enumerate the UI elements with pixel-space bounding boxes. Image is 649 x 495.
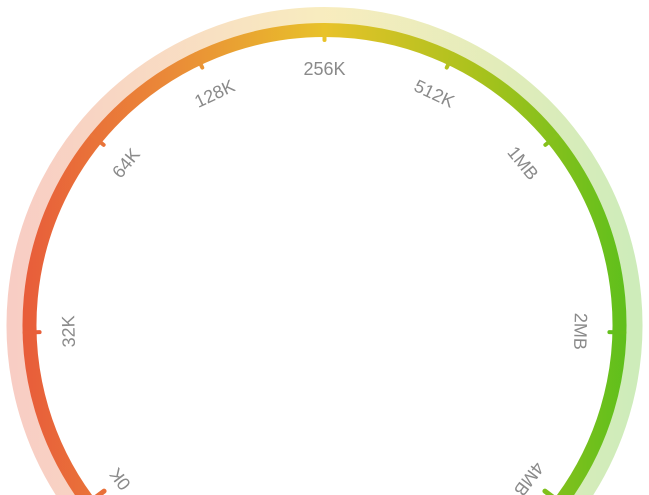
gauge-outer-band [6, 7, 643, 495]
gauge-ticks [22, 23, 627, 495]
gauge-tick-label-32k: 32K [58, 315, 79, 348]
gauge-tick-128k [193, 52, 205, 70]
gauge-tick-label-0k: 0K [105, 464, 134, 494]
gauge-tick-label-4mb: 4MB [510, 458, 548, 495]
gauge-tick-512k [444, 52, 456, 70]
gauge-tick-1mb [543, 133, 559, 147]
gauge-tick-label-128k: 128K [191, 76, 238, 112]
gauge-tick-label-512k: 512K [411, 76, 458, 112]
gauge-tick-labels: 0K 32K 64K 128K 256K 512K 1MB 2MB 4MB [58, 59, 591, 495]
gauge-tick-64k [90, 133, 106, 147]
gauge-tick-label-256k: 256K [303, 59, 345, 79]
gauge-tick-label-1mb: 1MB [503, 143, 542, 184]
gauge-tick-label-64k: 64K [108, 144, 144, 181]
gauge-tick-label-2mb: 2MB [570, 313, 591, 351]
